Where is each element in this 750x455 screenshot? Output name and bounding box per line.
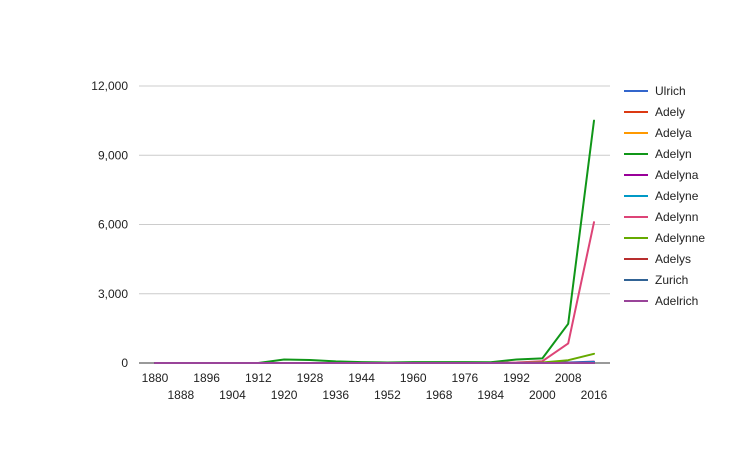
x-tick-label: 1928 (297, 371, 324, 385)
legend-label: Zurich (655, 273, 688, 287)
legend-item-adelya[interactable]: Adelya (624, 126, 692, 140)
legend-item-adelrich[interactable]: Adelrich (624, 294, 698, 308)
legend-item-adelynne[interactable]: Adelynne (624, 231, 705, 245)
legend-label: Adelynne (655, 231, 705, 245)
y-tick-label: 3,000 (98, 287, 128, 301)
x-tick-label: 1992 (503, 371, 530, 385)
x-tick-label: 1936 (322, 388, 349, 402)
y-axis-tick-labels: 0 3,000 6,000 9,000 12,000 (91, 79, 128, 370)
y-tick-label: 0 (121, 356, 128, 370)
legend-label: Adelyne (655, 189, 699, 203)
series-lines (154, 119, 595, 364)
legend-item-adelyna[interactable]: Adelyna (624, 168, 699, 182)
x-tick-label: 1912 (245, 371, 272, 385)
x-tick-label: 2000 (529, 388, 556, 402)
legend-label: Adelyn (655, 147, 692, 161)
legend-item-adelys[interactable]: Adelys (624, 252, 691, 266)
legend-label: Adelynn (655, 210, 698, 224)
legend-item-ulrich[interactable]: Ulrich (624, 84, 686, 98)
x-tick-label: 1880 (142, 371, 169, 385)
legend-item-adely[interactable]: Adely (624, 105, 685, 119)
gridlines (139, 85, 610, 364)
series-line-adelyn (154, 119, 595, 364)
y-tick-label: 12,000 (91, 79, 128, 93)
legend-item-zurich[interactable]: Zurich (624, 273, 688, 287)
x-tick-label: 1904 (219, 388, 246, 402)
y-tick-label: 6,000 (98, 218, 128, 232)
x-tick-label: 1944 (348, 371, 375, 385)
x-tick-label: 1984 (477, 388, 504, 402)
series-line-adelynn (154, 221, 595, 364)
legend-item-adelyne[interactable]: Adelyne (624, 189, 699, 203)
legend-label: Adelys (655, 252, 691, 266)
legend[interactable]: Ulrich Adely Adelya Adelyn Adelyna Adelyne Ade… (624, 84, 705, 308)
legend-label: Ulrich (655, 84, 686, 98)
legend-label: Adelyna (655, 168, 699, 182)
legend-item-adelyn[interactable]: Adelyn (624, 147, 692, 161)
x-tick-label: 1960 (400, 371, 427, 385)
legend-item-adelynn[interactable]: Adelynn (624, 210, 698, 224)
x-tick-label: 2016 (581, 388, 608, 402)
legend-label: Adelrich (655, 294, 698, 308)
x-tick-label: 1920 (271, 388, 298, 402)
x-tick-label: 1952 (374, 388, 401, 402)
legend-label: Adelya (655, 126, 692, 140)
x-tick-label: 1896 (193, 371, 220, 385)
x-tick-label: 1888 (167, 388, 194, 402)
legend-label: Adely (655, 105, 685, 119)
x-axis-tick-labels: 1880 1896 1912 1928 1944 1960 1976 1992 2008 1888… (142, 371, 608, 402)
y-tick-label: 9,000 (98, 148, 128, 162)
x-tick-label: 2008 (555, 371, 582, 385)
x-tick-label: 1976 (452, 371, 479, 385)
x-tick-label: 1968 (426, 388, 453, 402)
